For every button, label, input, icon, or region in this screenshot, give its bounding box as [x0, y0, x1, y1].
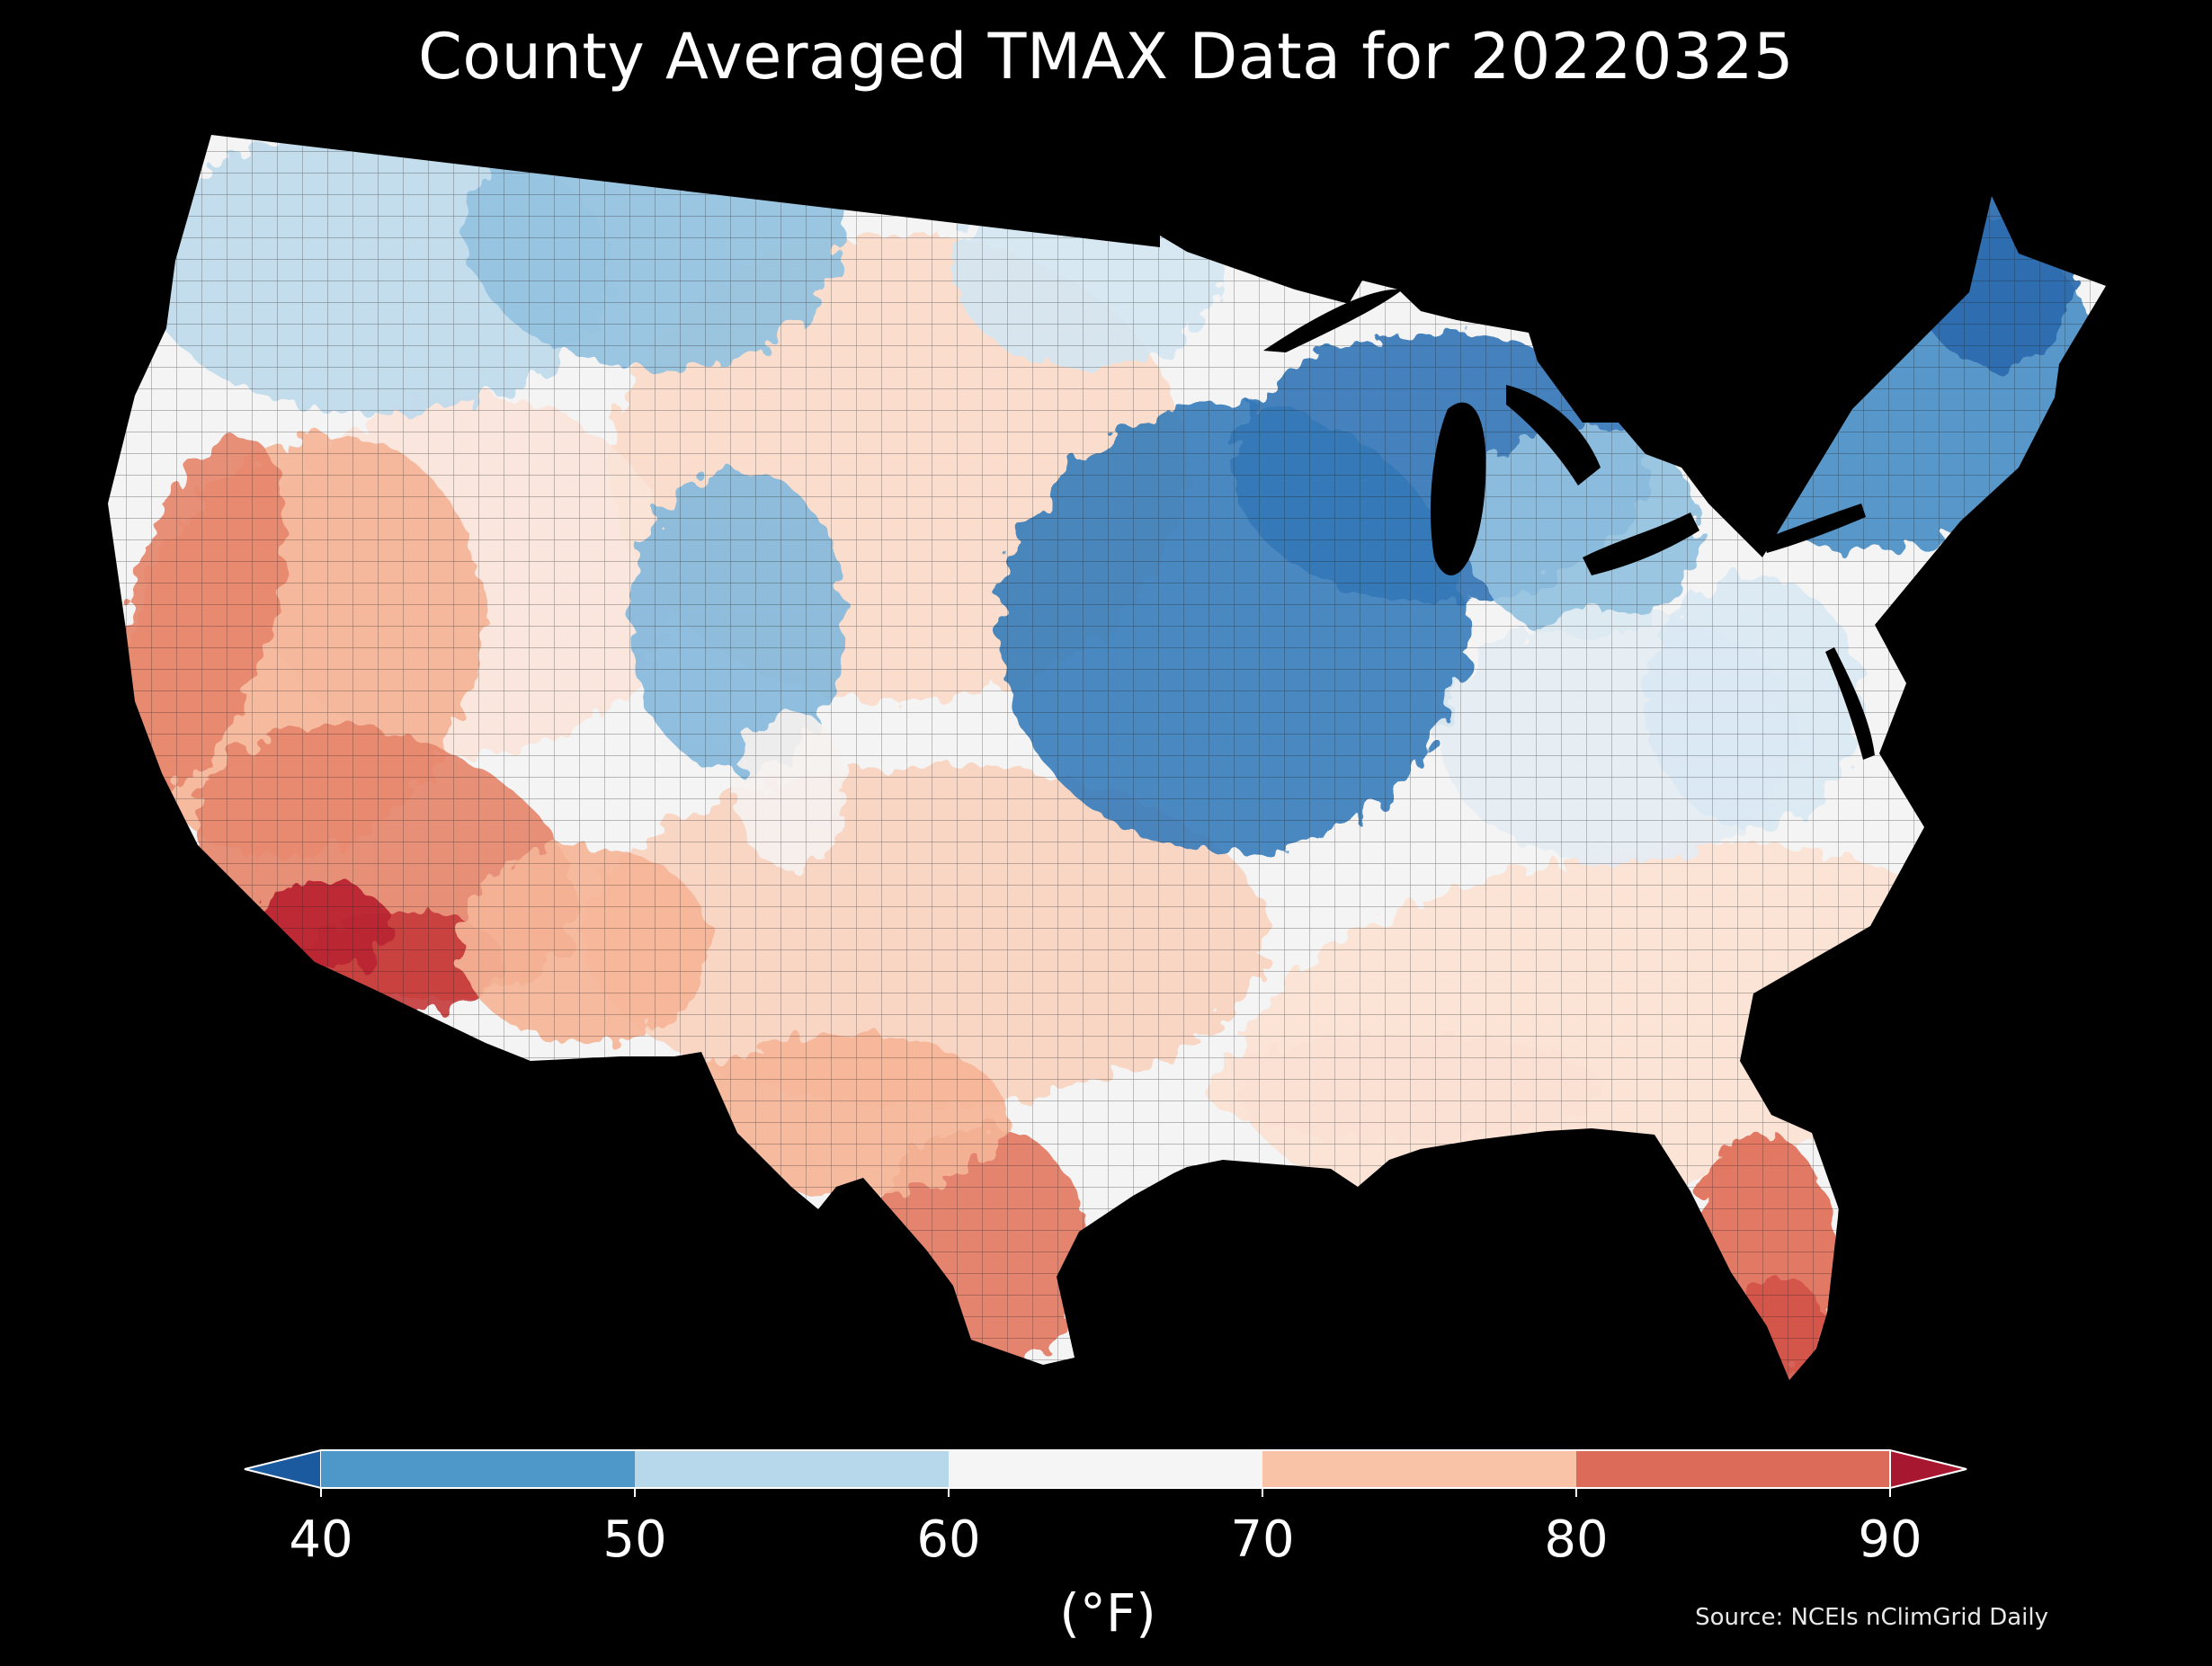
colorbar-tick-label: 60: [916, 1510, 981, 1569]
colorbar-tick-label: 40: [289, 1510, 353, 1569]
colorbar-under-arrow: [244, 1448, 322, 1490]
colorbar-over-arrow: [1889, 1448, 1967, 1490]
colorbar-bin: [321, 1450, 635, 1488]
colorbar-bin: [1576, 1450, 1890, 1488]
colorbar-tick-label: 50: [602, 1510, 667, 1569]
colorbar-unit-label: (°F): [1059, 1582, 1156, 1644]
colorbar-bin: [949, 1450, 1262, 1488]
colorbar-tick-label: 90: [1858, 1510, 1922, 1569]
colorbar-tick-label: 80: [1544, 1510, 1609, 1569]
colorbar-tick-label: 70: [1230, 1510, 1295, 1569]
map-title: County Averaged TMAX Data for 20220325: [417, 20, 1795, 94]
colorbar-bin: [1262, 1450, 1576, 1488]
colorbar-bin: [635, 1450, 949, 1488]
source-credit: Source: NCEIs nClimGrid Daily: [1695, 1604, 2048, 1631]
